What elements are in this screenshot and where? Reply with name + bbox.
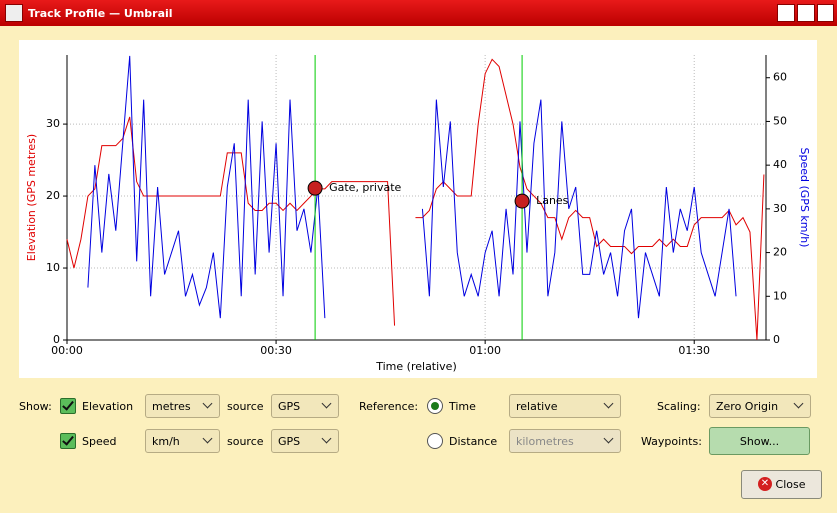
y2-axis-label: Speed (GPS km/h) xyxy=(798,148,811,248)
combo-text: km/h xyxy=(152,435,180,448)
series-line xyxy=(87,55,737,319)
elevation-label: Elevation xyxy=(82,400,134,413)
elevation-source-combo[interactable]: GPS xyxy=(271,394,339,418)
speed-checkbox[interactable] xyxy=(60,433,76,449)
chart-background xyxy=(19,40,817,378)
waypoint-label: Lanes xyxy=(536,194,569,207)
close-text: Close xyxy=(775,478,806,491)
scaling-combo[interactable]: Zero Origin xyxy=(709,394,811,418)
y-tick-label: 10 xyxy=(46,261,60,274)
waypoint-marker xyxy=(514,193,530,209)
y2-tick-label: 60 xyxy=(773,71,787,84)
y-tick-label: 0 xyxy=(53,333,60,346)
elevation-checkbox[interactable] xyxy=(60,398,76,414)
y2-tick-label: 20 xyxy=(773,246,787,259)
y2-tick-label: 10 xyxy=(773,289,787,302)
chart: 00:00 00:30 01:00 01:30 0 10 20 30 0 10 20 30 40 50 60… xyxy=(19,40,817,378)
app-icon xyxy=(5,4,23,22)
x-tick-label: 01:30 xyxy=(678,344,710,357)
scaling-label: Scaling: xyxy=(657,400,701,413)
source-label: source xyxy=(227,435,264,448)
waypoint-marker xyxy=(307,180,323,196)
x-tick-label: 00:30 xyxy=(260,344,292,357)
x-axis-label: Time (relative) xyxy=(375,360,457,373)
x-tick-label: 01:00 xyxy=(469,344,501,357)
show-label: Show: xyxy=(19,400,52,413)
time-label: Time xyxy=(449,400,476,413)
distance-label: Distance xyxy=(449,435,498,448)
maximize-button[interactable] xyxy=(817,4,834,22)
speed-label: Speed xyxy=(82,435,117,448)
combo-text: Zero Origin xyxy=(716,400,779,413)
combo-text: kilometres xyxy=(516,435,574,448)
series-line xyxy=(66,58,765,341)
speed-unit-combo[interactable]: km/h xyxy=(145,429,220,453)
window-title: Track Profile — Umbrail xyxy=(28,7,173,20)
title-bar: Track Profile — Umbrail xyxy=(0,0,837,26)
y2-tick-label: 40 xyxy=(773,158,787,171)
combo-text: relative xyxy=(516,400,558,413)
waypoints-label: Waypoints: xyxy=(641,435,702,448)
y-tick-label: 20 xyxy=(46,189,60,202)
distance-unit-combo: kilometres xyxy=(509,429,621,453)
reference-label: Reference: xyxy=(359,400,419,413)
waypoint-label: Gate, private xyxy=(329,181,401,194)
minimize-button[interactable] xyxy=(797,4,815,22)
restore-button[interactable] xyxy=(777,4,795,22)
combo-text: metres xyxy=(152,400,191,413)
time-radio[interactable] xyxy=(427,398,443,414)
time-mode-combo[interactable]: relative xyxy=(509,394,621,418)
source-label: source xyxy=(227,400,264,413)
y2-tick-label: 0 xyxy=(773,333,780,346)
x-tick-label: 00:00 xyxy=(51,344,83,357)
close-icon: ✕ xyxy=(758,477,772,491)
y-axis-label: Elevation (GPS metres) xyxy=(25,134,38,261)
y2-tick-label: 30 xyxy=(773,202,787,215)
show-waypoints-button[interactable]: Show... xyxy=(709,427,810,455)
speed-source-combo[interactable]: GPS xyxy=(271,429,339,453)
combo-text: GPS xyxy=(278,435,301,448)
y-tick-label: 30 xyxy=(46,117,60,130)
combo-text: GPS xyxy=(278,400,301,413)
close-button[interactable]: ✕ Close xyxy=(741,470,822,499)
elevation-unit-combo[interactable]: metres xyxy=(145,394,220,418)
distance-radio[interactable] xyxy=(427,433,443,449)
y2-tick-label: 50 xyxy=(773,114,787,127)
